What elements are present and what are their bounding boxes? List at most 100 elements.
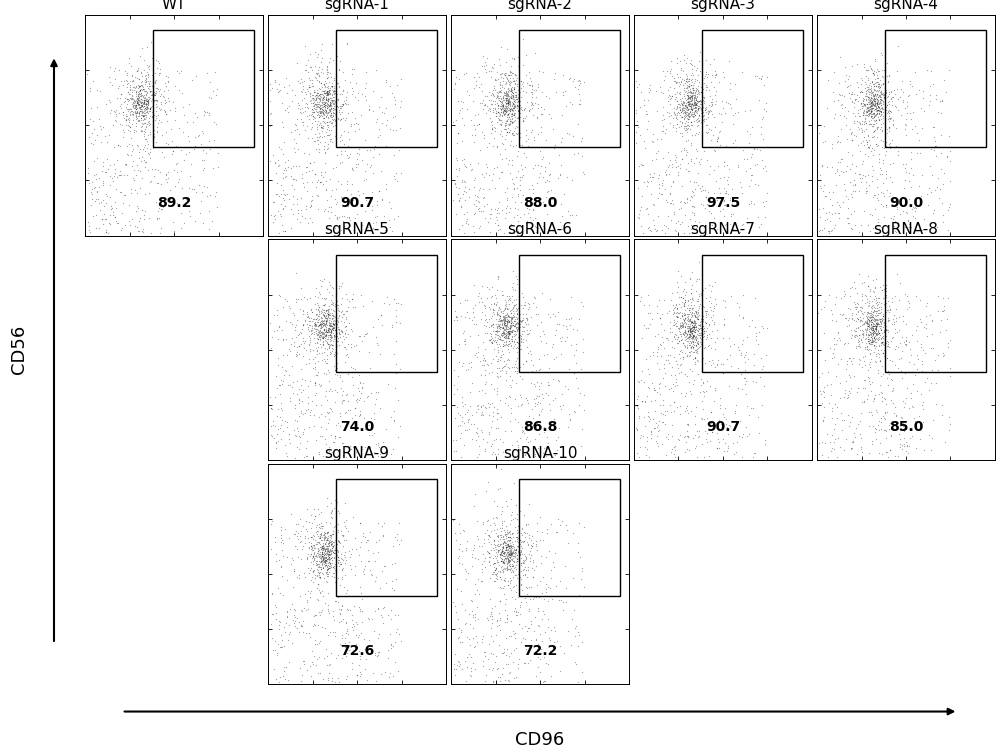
- Point: [351, 659, 367, 671]
- Point: [336, 516, 352, 528]
- Point: [340, 368, 356, 380]
- Point: [367, 141, 383, 153]
- Point: [840, 193, 856, 205]
- Point: [509, 304, 525, 316]
- Point: [874, 103, 890, 115]
- Point: [840, 212, 856, 224]
- Point: [849, 448, 865, 460]
- Point: [105, 209, 121, 221]
- Point: [871, 319, 887, 331]
- Point: [874, 331, 890, 343]
- Point: [694, 96, 710, 108]
- Point: [141, 94, 157, 105]
- Point: [316, 549, 332, 561]
- Point: [734, 219, 750, 231]
- Point: [201, 135, 217, 147]
- Point: [497, 563, 513, 575]
- Point: [684, 76, 700, 88]
- Point: [863, 311, 879, 323]
- Point: [684, 82, 700, 94]
- Point: [706, 319, 722, 331]
- Point: [304, 542, 320, 554]
- Point: [509, 307, 525, 319]
- Point: [688, 440, 704, 452]
- Point: [646, 219, 662, 231]
- Point: [848, 307, 864, 319]
- Point: [478, 485, 494, 497]
- Point: [281, 532, 297, 544]
- Point: [486, 524, 502, 536]
- Point: [663, 382, 679, 394]
- Point: [485, 675, 501, 687]
- Point: [497, 88, 513, 99]
- Point: [323, 402, 339, 414]
- Point: [324, 313, 340, 325]
- Point: [130, 94, 146, 105]
- Point: [698, 120, 714, 132]
- Point: [875, 106, 891, 118]
- Point: [861, 319, 877, 331]
- Point: [651, 183, 667, 194]
- Point: [524, 540, 540, 552]
- Point: [568, 372, 584, 384]
- Point: [496, 339, 512, 351]
- Point: [507, 568, 523, 580]
- Point: [649, 386, 665, 398]
- Point: [136, 107, 152, 119]
- Point: [337, 641, 353, 653]
- Point: [519, 313, 535, 325]
- Point: [322, 517, 338, 529]
- Point: [384, 575, 400, 587]
- Point: [509, 365, 525, 377]
- Point: [294, 86, 310, 98]
- Point: [498, 331, 514, 343]
- Point: [311, 313, 327, 325]
- Point: [317, 99, 333, 111]
- Point: [496, 82, 512, 94]
- Point: [680, 324, 696, 336]
- Point: [310, 316, 326, 328]
- Point: [536, 442, 552, 454]
- Point: [741, 137, 757, 149]
- Point: [674, 180, 690, 191]
- Point: [884, 96, 900, 108]
- Point: [309, 134, 325, 146]
- Point: [501, 325, 517, 337]
- Point: [326, 450, 342, 462]
- Point: [866, 68, 882, 80]
- Point: [663, 446, 679, 458]
- Point: [497, 575, 513, 587]
- Point: [132, 101, 148, 113]
- Point: [690, 313, 706, 325]
- Point: [147, 94, 163, 106]
- Point: [681, 304, 697, 316]
- Point: [560, 625, 576, 637]
- Point: [695, 376, 711, 388]
- Point: [334, 325, 350, 337]
- Point: [507, 365, 523, 377]
- Point: [125, 99, 141, 111]
- Point: [274, 641, 290, 653]
- Point: [686, 91, 702, 102]
- Point: [686, 84, 702, 96]
- Point: [270, 423, 286, 435]
- Point: [310, 549, 326, 561]
- Point: [839, 82, 855, 94]
- Point: [326, 331, 342, 343]
- Point: [869, 89, 885, 101]
- Point: [496, 105, 512, 117]
- Point: [316, 531, 332, 543]
- Point: [475, 655, 491, 667]
- Point: [319, 87, 335, 99]
- Point: [139, 100, 155, 112]
- Point: [316, 98, 332, 110]
- Point: [678, 76, 694, 88]
- Point: [646, 167, 662, 179]
- Point: [368, 64, 384, 76]
- Point: [383, 639, 399, 651]
- Point: [491, 539, 507, 551]
- Point: [325, 317, 341, 329]
- Point: [324, 346, 340, 358]
- Point: [388, 358, 404, 370]
- Point: [490, 545, 506, 557]
